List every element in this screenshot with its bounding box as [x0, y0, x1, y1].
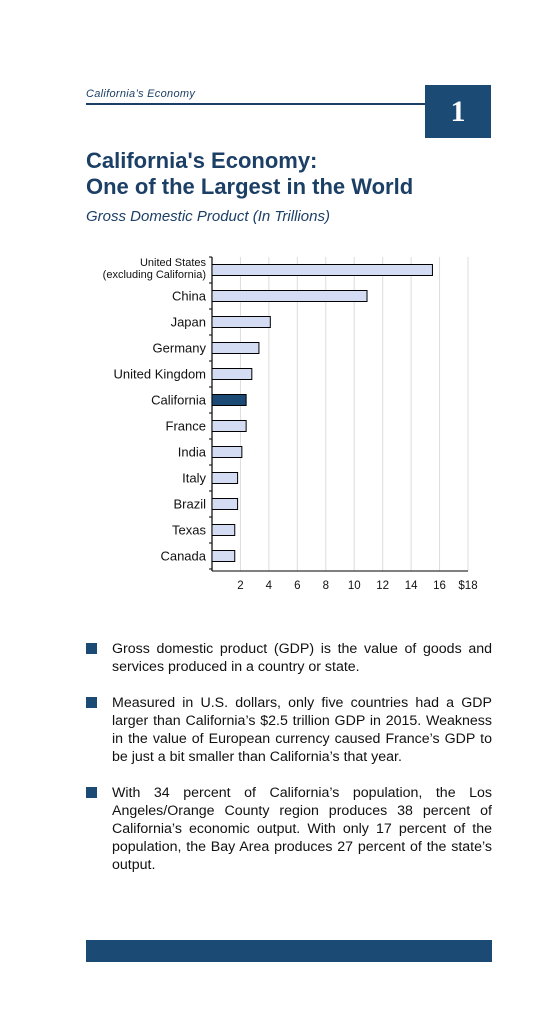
x-tick-label: 4 [266, 580, 273, 592]
category-label: United Kingdom [114, 367, 207, 382]
x-tick-label: 12 [376, 580, 389, 592]
page-number: 1 [450, 94, 466, 128]
category-label: Brazil [173, 497, 206, 512]
bullet-item: With 34 percent of California’s populati… [86, 784, 492, 874]
page-title-line-2: One of the Largest in the World [86, 174, 414, 199]
bullet-text: Gross domestic product (GDP) is the valu… [112, 641, 492, 675]
bullet-item: Gross domestic product (GDP) is the valu… [86, 640, 492, 676]
x-tick-label: 8 [323, 580, 329, 592]
bullet-square-icon [86, 643, 97, 654]
page-title: California's Economy: One of the Largest… [86, 148, 506, 200]
page-number-badge: 1 [425, 85, 491, 138]
bar [211, 368, 253, 380]
category-label: France [166, 419, 206, 434]
bar [211, 550, 236, 562]
footer-bar [86, 940, 492, 962]
gdp-bar-chart: United States (excluding California) China… [103, 256, 478, 592]
category-label: Italy [182, 471, 206, 486]
section-label: California’s Economy [86, 88, 196, 100]
category-label: Canada [160, 549, 206, 564]
category-label: Texas [172, 523, 206, 538]
bullet-text: With 34 percent of California’s populati… [112, 785, 492, 873]
bullet-list: Gross domestic product (GDP) is the valu… [86, 640, 492, 892]
category-label: California [151, 393, 207, 408]
bar [211, 316, 271, 328]
category-label: China [172, 289, 207, 304]
bullet-square-icon [86, 697, 97, 708]
category-label: Germany [153, 341, 207, 356]
bar [211, 472, 239, 484]
bar [211, 342, 260, 354]
bar [211, 290, 368, 302]
page-title-line-1: California's Economy: [86, 148, 318, 173]
bullet-text: Measured in U.S. dollars, only five coun… [112, 695, 492, 765]
bar [211, 446, 243, 458]
bar [211, 394, 247, 406]
bullet-square-icon [86, 787, 97, 798]
bar [211, 420, 247, 432]
category-label: Japan [171, 315, 206, 330]
category-label: United States (excluding California) [103, 257, 207, 281]
x-tick-label: 6 [294, 580, 300, 592]
chart-title: Gross Domestic Product (In Trillions) [86, 208, 330, 225]
bullet-item: Measured in U.S. dollars, only five coun… [86, 694, 492, 766]
x-tick-label: 14 [405, 580, 418, 592]
bar [211, 264, 433, 276]
x-tick-label: $18 [458, 580, 477, 592]
x-tick-label: 10 [348, 580, 361, 592]
x-tick-label: 2 [237, 580, 243, 592]
header-rule [86, 103, 426, 105]
bar [211, 524, 236, 536]
bar [211, 498, 239, 510]
category-label: India [178, 445, 207, 460]
x-tick-label: 16 [433, 580, 446, 592]
